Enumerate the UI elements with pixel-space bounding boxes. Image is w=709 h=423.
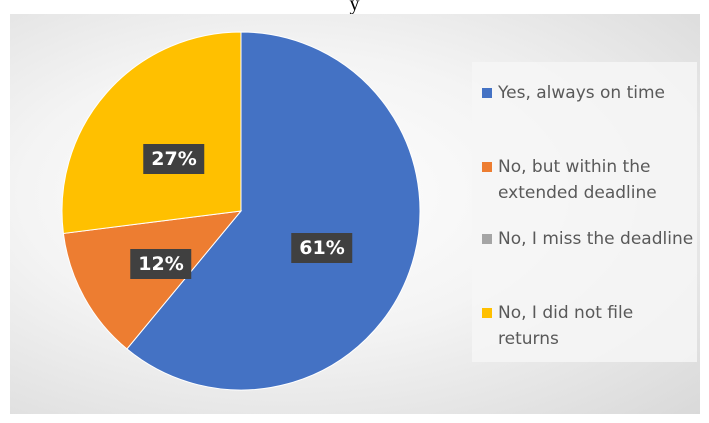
- slice-extended-deadline: [62, 210, 243, 350]
- legend-label: No, I miss the deadline: [498, 229, 694, 249]
- legend-swatch-gray: [482, 234, 492, 244]
- legend: Yes, always on time No, but within the e…: [472, 62, 697, 362]
- legend-item-extended-deadline: No, but within the extended deadline: [482, 154, 698, 206]
- legend-item-miss-deadline: No, I miss the deadline: [482, 226, 698, 252]
- slice-yes-on-time: [126, 31, 421, 391]
- legend-label: No, but within the extended deadline: [498, 157, 657, 203]
- legend-item-did-not-file: No, I did not file returns: [482, 300, 698, 352]
- legend-swatch-orange: [482, 162, 492, 172]
- chart-area: 61% 12% 27% Yes, always on time No, but …: [10, 14, 700, 414]
- data-label-61: 61%: [291, 233, 353, 263]
- slice-did-not-file: [61, 31, 242, 234]
- data-label-27: 27%: [143, 144, 205, 174]
- legend-label: Yes, always on time: [498, 83, 666, 103]
- cropped-title-fragment: y: [349, 0, 360, 14]
- data-label-12: 12%: [130, 249, 192, 279]
- legend-swatch-yellow: [482, 308, 492, 318]
- legend-item-yes-on-time: Yes, always on time: [482, 80, 698, 106]
- pie-chart: [61, 31, 421, 391]
- legend-swatch-blue: [482, 88, 492, 98]
- legend-label: No, I did not file returns: [498, 303, 634, 349]
